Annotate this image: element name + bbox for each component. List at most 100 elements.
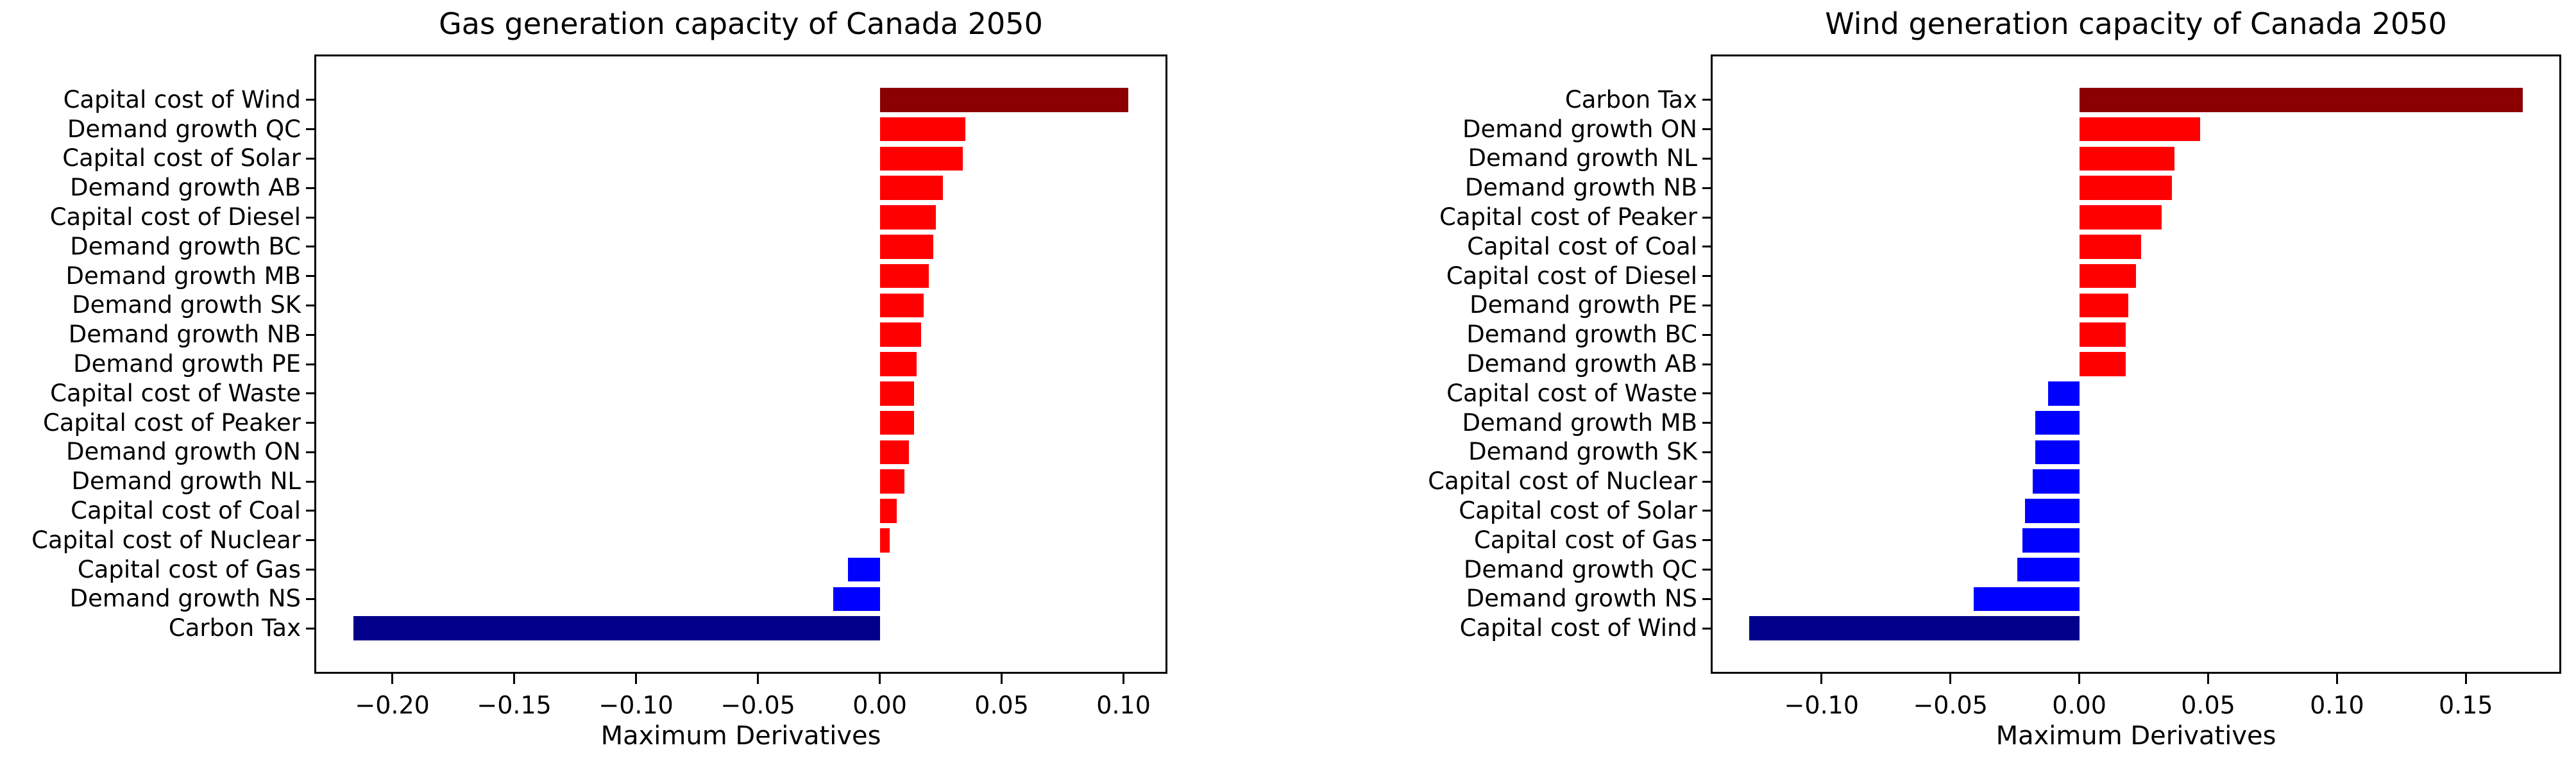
bar-carbon-tax — [353, 616, 880, 640]
y-label-demand-growth-qc: Demand growth QC — [67, 115, 301, 143]
y-tick-carbon-tax — [1702, 99, 1711, 101]
y-tick-capital-cost-of-nuclear — [1702, 480, 1711, 483]
bar-capital-cost-of-peaker — [879, 410, 914, 435]
bar-demand-growth-pe — [879, 352, 917, 376]
y-tick-demand-growth-pe — [1702, 304, 1711, 306]
y-tick-capital-cost-of-diesel — [306, 216, 314, 219]
y-label-capital-cost-of-coal: Capital cost of Coal — [71, 496, 301, 524]
x-tick-0.05 — [1001, 674, 1003, 684]
y-label-capital-cost-of-gas: Capital cost of Gas — [1473, 526, 1697, 554]
x-tick-label-−0.10: −0.10 — [1784, 691, 1859, 719]
x-tick-label-−0.15: −0.15 — [477, 691, 552, 719]
y-tick-demand-growth-qc — [1702, 569, 1711, 571]
y-label-demand-growth-mb: Demand growth MB — [1462, 408, 1697, 437]
y-tick-capital-cost-of-wind — [1702, 627, 1711, 630]
x-tick-−0.10 — [635, 674, 638, 684]
gas-plot-area — [314, 54, 1167, 674]
x-tick-label-−0.20: −0.20 — [355, 691, 430, 719]
y-tick-demand-growth-ab — [1702, 363, 1711, 365]
x-tick-0.00 — [879, 674, 881, 684]
y-tick-capital-cost-of-diesel — [1702, 275, 1711, 278]
y-tick-demand-growth-ab — [306, 187, 314, 189]
bar-demand-growth-pe — [2079, 293, 2128, 318]
x-tick-0.00 — [2078, 674, 2081, 684]
bar-demand-growth-nl — [2079, 146, 2175, 171]
x-tick-−0.05 — [757, 674, 759, 684]
x-tick-−0.05 — [1949, 674, 1952, 684]
x-tick-0.10 — [1123, 674, 1125, 684]
bar-demand-growth-ns — [1973, 587, 2080, 612]
bar-demand-growth-sk — [2035, 440, 2080, 465]
y-tick-demand-growth-pe — [306, 363, 314, 365]
y-tick-capital-cost-of-solar — [1702, 510, 1711, 512]
x-tick-−0.15 — [513, 674, 516, 684]
y-label-demand-growth-sk: Demand growth SK — [1468, 438, 1697, 466]
x-tick-label-−0.05: −0.05 — [1913, 691, 1988, 719]
bar-capital-cost-of-wind — [1749, 616, 2080, 640]
y-label-demand-growth-bc: Demand growth BC — [1466, 321, 1697, 349]
y-label-demand-growth-nb: Demand growth NB — [68, 321, 301, 349]
bar-demand-growth-qc — [2017, 557, 2080, 582]
y-tick-demand-growth-sk — [1702, 451, 1711, 453]
y-label-capital-cost-of-wind: Capital cost of Wind — [63, 85, 301, 113]
gas-x-axis-label: Maximum Derivatives — [600, 721, 881, 751]
y-tick-demand-growth-on — [1702, 128, 1711, 131]
y-label-capital-cost-of-gas: Capital cost of Gas — [77, 555, 301, 583]
bar-capital-cost-of-peaker — [2079, 205, 2162, 230]
y-tick-demand-growth-mb — [306, 275, 314, 278]
bar-capital-cost-of-coal — [879, 499, 897, 523]
y-tick-capital-cost-of-coal — [306, 510, 314, 512]
gas-chart-title: Gas generation capacity of Canada 2050 — [439, 6, 1043, 41]
y-tick-demand-growth-bc — [1702, 333, 1711, 336]
y-tick-capital-cost-of-coal — [1702, 246, 1711, 248]
bar-demand-growth-qc — [879, 117, 965, 142]
y-label-demand-growth-nl: Demand growth NL — [1468, 144, 1697, 172]
y-label-carbon-tax: Carbon Tax — [168, 614, 301, 642]
y-label-capital-cost-of-peaker: Capital cost of Peaker — [43, 408, 301, 437]
x-tick-label-0.15: 0.15 — [2439, 691, 2493, 719]
bar-capital-cost-of-coal — [2079, 235, 2142, 259]
y-tick-capital-cost-of-gas — [306, 569, 314, 571]
bar-capital-cost-of-nuclear — [879, 528, 890, 553]
y-label-demand-growth-ab: Demand growth AB — [70, 174, 301, 202]
y-tick-demand-growth-ns — [1702, 597, 1711, 600]
y-tick-capital-cost-of-gas — [1702, 539, 1711, 542]
bar-capital-cost-of-solar — [879, 146, 963, 171]
bar-capital-cost-of-wind — [879, 88, 1129, 112]
bar-demand-growth-on — [2079, 117, 2201, 142]
bar-capital-cost-of-nuclear — [2033, 469, 2080, 494]
y-label-capital-cost-of-waste: Capital cost of Waste — [1446, 379, 1697, 407]
bar-capital-cost-of-gas — [848, 557, 880, 582]
y-tick-capital-cost-of-nuclear — [306, 539, 314, 542]
bar-capital-cost-of-diesel — [2079, 263, 2136, 288]
y-label-capital-cost-of-wind: Capital cost of Wind — [1459, 614, 1697, 642]
y-label-demand-growth-ab: Demand growth AB — [1466, 350, 1697, 378]
y-label-demand-growth-pe: Demand growth PE — [1470, 291, 1697, 319]
bar-demand-growth-ns — [833, 587, 880, 612]
y-label-capital-cost-of-waste: Capital cost of Waste — [50, 379, 301, 407]
y-label-demand-growth-qc: Demand growth QC — [1463, 555, 1697, 583]
y-tick-demand-growth-sk — [306, 304, 314, 306]
y-label-demand-growth-on: Demand growth ON — [1462, 115, 1697, 143]
bar-demand-growth-bc — [879, 235, 934, 259]
x-tick-label-0.00: 0.00 — [852, 691, 907, 719]
y-tick-demand-growth-nb — [1702, 187, 1711, 189]
y-tick-capital-cost-of-peaker — [1702, 216, 1711, 219]
bar-demand-growth-on — [879, 440, 910, 465]
bar-demand-growth-bc — [2079, 322, 2126, 347]
bar-capital-cost-of-waste — [2048, 381, 2080, 406]
x-tick-label-0.10: 0.10 — [1096, 691, 1151, 719]
y-tick-demand-growth-mb — [1702, 422, 1711, 424]
bar-demand-growth-ab — [879, 176, 944, 201]
x-tick-0.15 — [2464, 674, 2467, 684]
y-tick-demand-growth-nl — [1702, 157, 1711, 160]
y-label-capital-cost-of-diesel: Capital cost of Diesel — [49, 203, 301, 231]
y-label-capital-cost-of-nuclear: Capital cost of Nuclear — [31, 526, 301, 554]
y-label-carbon-tax: Carbon Tax — [1564, 85, 1697, 113]
x-tick-label-−0.05: −0.05 — [720, 691, 795, 719]
bar-carbon-tax — [2079, 88, 2523, 112]
y-label-capital-cost-of-peaker: Capital cost of Peaker — [1439, 203, 1697, 231]
y-tick-capital-cost-of-waste — [1702, 392, 1711, 395]
x-tick-0.10 — [2335, 674, 2338, 684]
